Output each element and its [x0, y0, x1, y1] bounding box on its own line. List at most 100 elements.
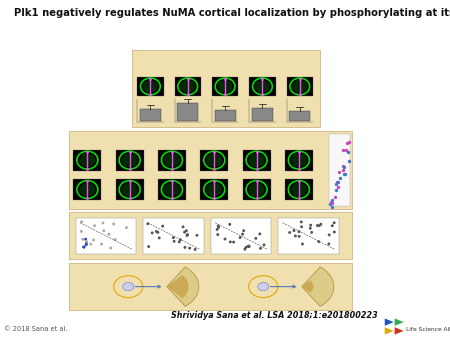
Point: [186, 245, 193, 251]
Point: [215, 225, 222, 230]
Point: [123, 225, 130, 230]
Point: [145, 244, 152, 249]
Polygon shape: [395, 318, 404, 326]
Point: [243, 245, 250, 250]
Point: [192, 247, 199, 252]
Point: [295, 229, 302, 234]
Point: [333, 182, 340, 187]
Bar: [285, 179, 313, 200]
Point: [290, 228, 297, 233]
Point: [79, 237, 86, 242]
Point: [244, 244, 252, 249]
Point: [181, 230, 188, 235]
Polygon shape: [385, 318, 394, 326]
Point: [83, 240, 90, 246]
Point: [87, 241, 94, 247]
Point: [154, 230, 162, 235]
Point: [245, 244, 252, 249]
Ellipse shape: [207, 183, 222, 196]
Point: [81, 244, 88, 250]
Circle shape: [123, 283, 134, 291]
Bar: [143, 218, 204, 254]
Circle shape: [258, 283, 269, 291]
Point: [239, 232, 246, 237]
Bar: [116, 150, 144, 171]
Bar: [289, 111, 310, 121]
Point: [308, 230, 315, 235]
Point: [181, 245, 189, 250]
Point: [296, 234, 303, 239]
Point: [326, 201, 333, 207]
Point: [292, 233, 299, 239]
Point: [343, 140, 351, 145]
FancyBboxPatch shape: [132, 50, 320, 127]
Point: [314, 223, 321, 228]
Point: [83, 239, 90, 244]
Ellipse shape: [291, 153, 306, 167]
Bar: [73, 150, 101, 171]
Bar: [116, 179, 144, 200]
Point: [328, 197, 336, 203]
Bar: [73, 179, 101, 200]
Point: [331, 194, 338, 199]
Point: [83, 242, 90, 247]
Ellipse shape: [249, 153, 264, 167]
Point: [240, 228, 247, 233]
Point: [177, 237, 184, 242]
Point: [100, 228, 108, 234]
Bar: [200, 150, 228, 171]
Point: [341, 171, 348, 176]
Point: [331, 229, 338, 235]
Ellipse shape: [218, 80, 232, 93]
Bar: [215, 110, 236, 121]
Point: [333, 188, 340, 193]
Point: [226, 222, 234, 227]
Point: [213, 227, 220, 232]
Point: [335, 179, 342, 184]
Point: [183, 228, 190, 234]
Ellipse shape: [249, 183, 264, 196]
Bar: [212, 77, 238, 96]
Bar: [140, 109, 161, 121]
Wedge shape: [302, 281, 314, 293]
Ellipse shape: [164, 183, 180, 196]
Ellipse shape: [122, 153, 137, 167]
Text: Plk1 negatively regulates NuMA cortical localization by phosphorylating at its C: Plk1 negatively regulates NuMA cortical …: [14, 8, 450, 19]
Point: [252, 236, 260, 241]
Point: [334, 184, 341, 189]
Bar: [137, 77, 164, 96]
Point: [299, 241, 306, 247]
Point: [341, 172, 348, 177]
Point: [170, 235, 177, 240]
Point: [180, 224, 187, 230]
Bar: [278, 218, 339, 254]
Point: [340, 147, 347, 153]
Ellipse shape: [143, 80, 157, 93]
Point: [78, 219, 85, 224]
Polygon shape: [395, 327, 404, 335]
Bar: [243, 179, 270, 200]
Point: [257, 246, 264, 251]
Point: [144, 221, 151, 226]
Point: [80, 244, 87, 250]
Point: [345, 159, 352, 164]
Ellipse shape: [255, 80, 270, 93]
Point: [298, 224, 305, 230]
Wedge shape: [167, 275, 189, 298]
Ellipse shape: [80, 153, 95, 167]
Point: [328, 223, 336, 228]
Text: © 2018 Sana et al.: © 2018 Sana et al.: [4, 326, 68, 332]
Ellipse shape: [292, 80, 307, 93]
Text: Shrividya Sana et al. LSA 2018;1:e201800223: Shrividya Sana et al. LSA 2018;1:e201800…: [171, 311, 378, 320]
Text: Life Science Alliance: Life Science Alliance: [406, 327, 450, 332]
Point: [328, 200, 335, 206]
Point: [326, 232, 333, 238]
Point: [341, 164, 348, 170]
Point: [261, 242, 268, 248]
Point: [82, 237, 89, 242]
Bar: [177, 103, 198, 121]
Point: [315, 239, 322, 244]
Bar: [252, 108, 273, 121]
Point: [227, 239, 234, 245]
Point: [307, 222, 314, 228]
